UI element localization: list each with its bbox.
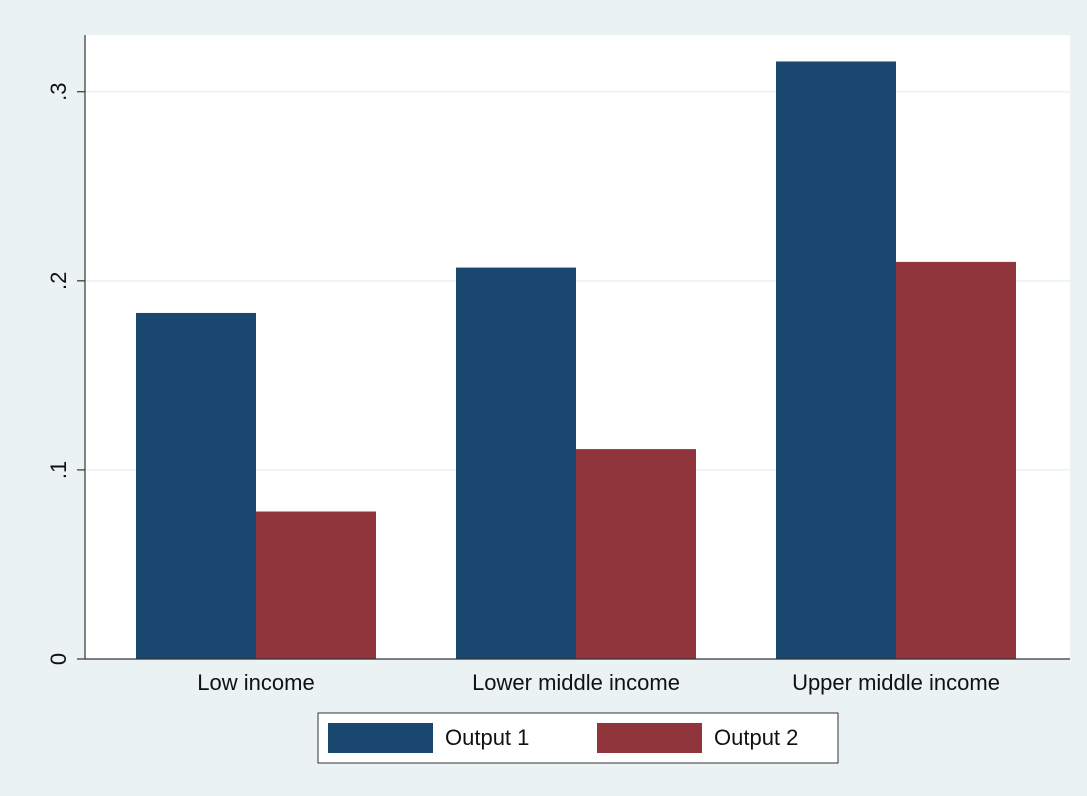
legend-swatch bbox=[597, 723, 702, 753]
bar bbox=[256, 511, 376, 659]
bar bbox=[456, 267, 576, 659]
x-tick-label: Lower middle income bbox=[472, 670, 680, 695]
legend-swatch bbox=[328, 723, 433, 753]
legend-label: Output 1 bbox=[445, 725, 529, 750]
y-tick-label: .2 bbox=[46, 272, 71, 290]
x-tick-label: Upper middle income bbox=[792, 670, 1000, 695]
x-tick-label: Low income bbox=[197, 670, 314, 695]
bar bbox=[776, 61, 896, 660]
bar bbox=[136, 312, 256, 659]
legend-label: Output 2 bbox=[714, 725, 798, 750]
bar bbox=[896, 261, 1016, 659]
y-tick-label: .3 bbox=[46, 83, 71, 101]
y-tick-label: .1 bbox=[46, 461, 71, 479]
y-tick-label: 0 bbox=[46, 653, 71, 665]
bar bbox=[576, 449, 696, 659]
